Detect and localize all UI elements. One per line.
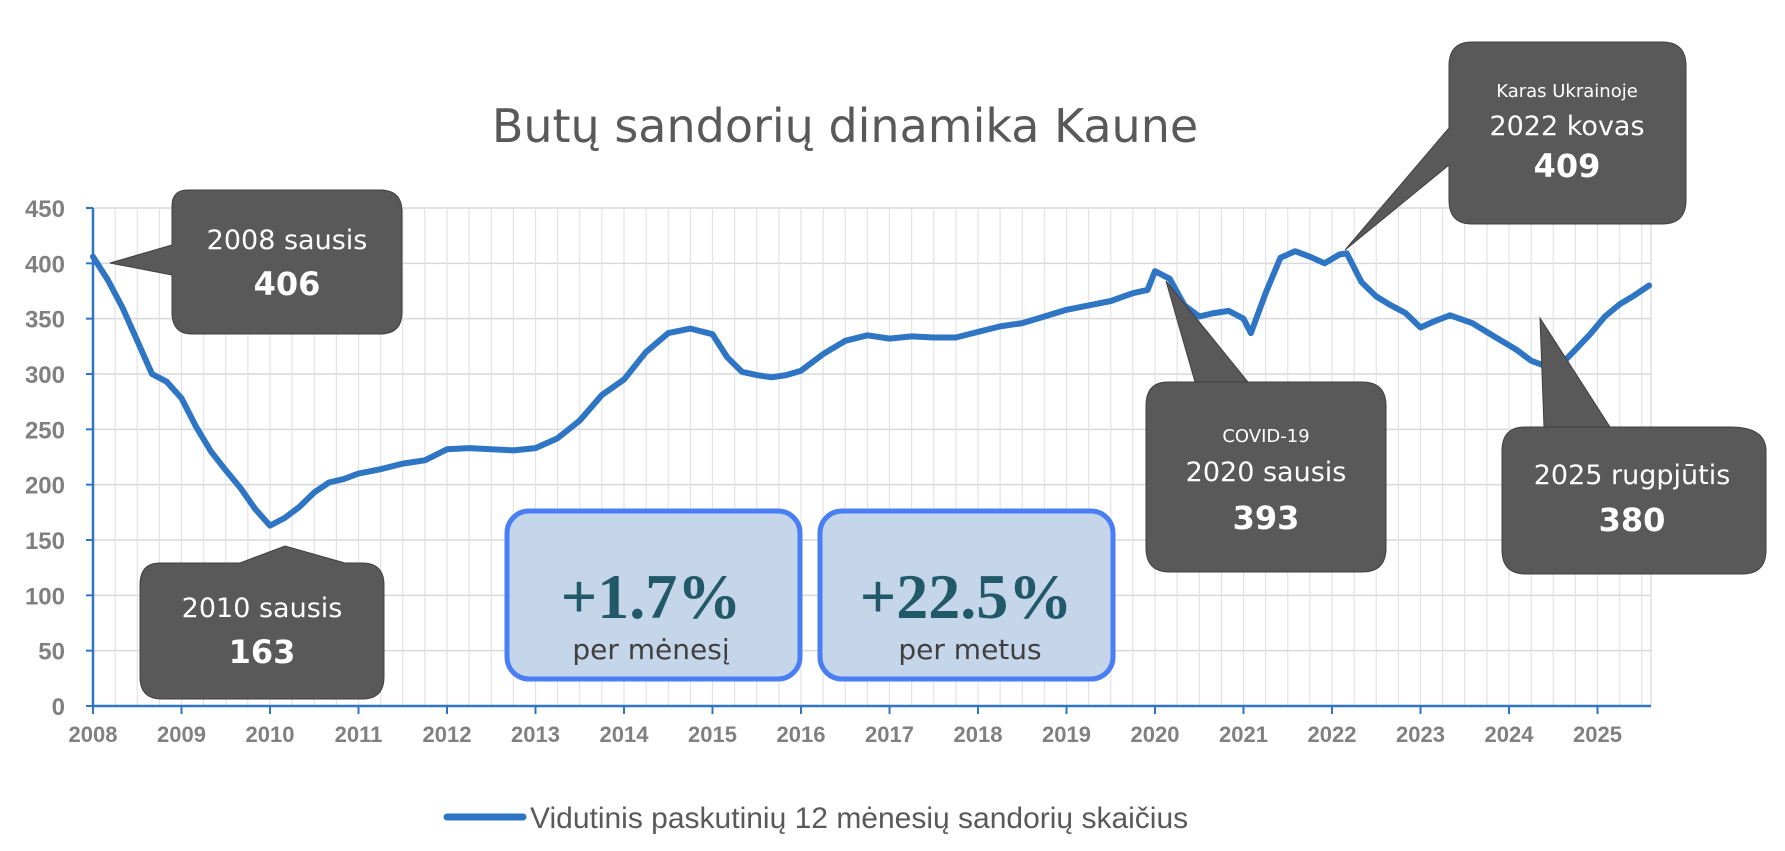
x-tick-label: 2010 [246,722,295,747]
axes [86,207,1651,714]
callout-2020-date: 2020 sausis [1186,457,1347,488]
callout-2022: Karas Ukrainoje 2022 kovas 409 [1344,41,1687,251]
x-tick-label: 2012 [423,722,472,747]
y-axis-ticks: 0 50 100 150 200 250 300 350 400 450 [25,196,65,721]
monthly-change-value: +1.7% [561,561,741,632]
y-tick-label: 450 [25,196,65,223]
yearly-change-value: +22.5% [860,561,1072,632]
callout-2020: COVID-19 2020 sausis 393 [1145,280,1387,573]
yearly-change-label: per metus [898,633,1041,666]
x-tick-label: 2021 [1219,722,1268,747]
x-tick-label: 2014 [600,722,650,747]
x-axis-ticks: 2008 2009 2010 2011 2012 2013 2014 2015 2016 2017… [69,722,1622,747]
y-tick-label: 50 [38,639,65,666]
legend: Vidutinis paskutinių 12 mėnesių sandorių… [443,802,1188,835]
x-tick-label: 2015 [688,722,737,747]
y-tick-label: 150 [25,528,65,555]
callout-2022-date: 2022 kovas [1489,111,1644,142]
y-tick-label: 400 [25,251,65,278]
callout-2010-date: 2010 sausis [182,593,343,624]
yearly-change-box: +22.5% per metus [817,508,1116,682]
callout-2010: 2010 sausis 163 [139,545,385,700]
callout-2025-date: 2025 rugpjūtis [1534,460,1731,491]
x-tick-label: 2009 [157,722,206,747]
x-tick-label: 2011 [335,722,383,747]
callout-2020-label: COVID-19 [1222,426,1309,447]
legend-label: Vidutinis paskutinių 12 mėnesių sandorių… [530,802,1188,835]
x-tick-label: 2016 [777,722,826,747]
callout-2008-value: 406 [254,265,321,303]
y-tick-label: 100 [25,583,65,610]
x-tick-label: 2025 [1573,722,1622,747]
chart-title: Butų sandorių dinamika Kaune [492,99,1198,153]
y-tick-label: 300 [25,362,65,389]
x-tick-label: 2020 [1131,722,1180,747]
callout-2008-date: 2008 sausis [207,225,368,256]
x-tick-label: 2022 [1308,722,1357,747]
callout-2022-value: 409 [1534,147,1601,185]
x-tick-label: 2013 [511,722,560,747]
series-line [90,248,1653,529]
x-tick-label: 2023 [1396,722,1445,747]
y-tick-label: 250 [25,417,65,444]
monthly-change-label: per mėnesį [572,633,729,666]
callout-2022-label: Karas Ukrainoje [1496,81,1638,102]
callout-2020-value: 393 [1233,499,1300,537]
callout-2025: 2025 rugpjūtis 380 [1501,316,1767,575]
monthly-change-box: +1.7% per mėnesį [504,508,803,682]
callout-2025-value: 380 [1599,501,1666,539]
x-tick-label: 2017 [865,722,914,747]
y-tick-label: 200 [25,473,65,500]
callout-2008: 2008 sausis 406 [109,189,403,335]
callout-2010-value: 163 [229,633,296,671]
x-tick-label: 2024 [1485,722,1535,747]
x-tick-label: 2019 [1042,722,1091,747]
x-tick-label: 2008 [69,722,118,747]
y-tick-label: 350 [25,307,65,334]
y-tick-label: 0 [52,694,65,721]
x-tick-label: 2018 [954,722,1003,747]
